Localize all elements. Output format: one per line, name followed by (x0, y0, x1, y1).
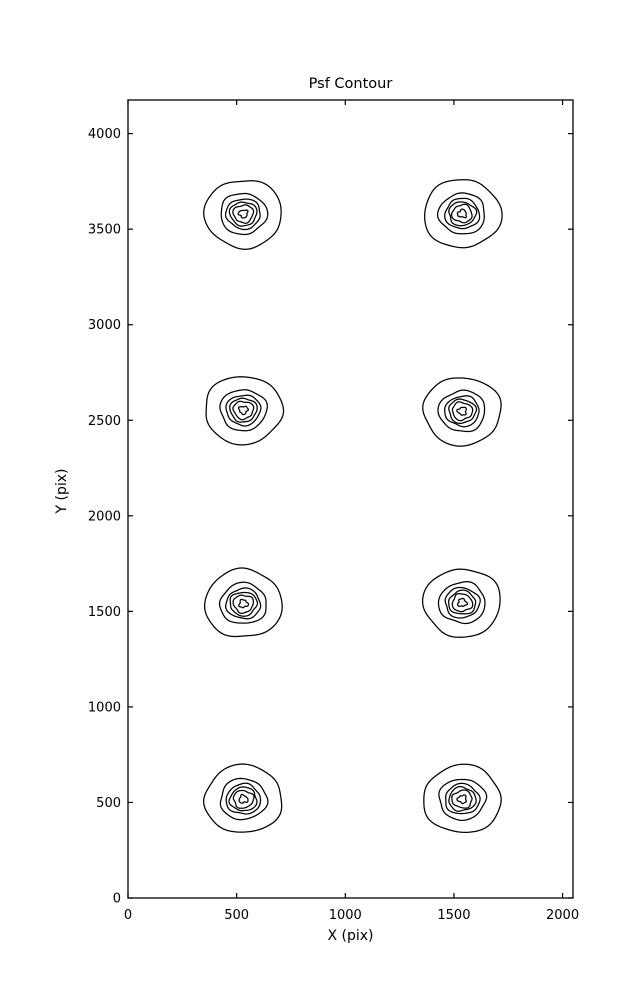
psf-contour-ring (456, 208, 467, 219)
psf-contour-ring (225, 394, 262, 427)
plot-title: Psf Contour (308, 76, 393, 92)
y-tick-label: 4000 (88, 127, 121, 142)
x-tick-label: 1000 (329, 908, 362, 923)
y-tick-label: 1000 (88, 700, 121, 715)
x-tick-label: 1500 (437, 908, 470, 923)
psf-contour-ring (237, 405, 250, 416)
psf-contour-ring (203, 567, 283, 638)
psf-contour-ring (438, 778, 488, 821)
y-tick-label: 2000 (88, 509, 121, 524)
psf-contour-ring (219, 389, 268, 432)
y-tick-label: 3500 (88, 223, 121, 238)
psf-contour-ring (229, 591, 259, 617)
psf-contour-ring (237, 209, 249, 219)
psf-contour-ring (225, 587, 262, 620)
psf-contour-ring (450, 203, 473, 224)
psf-contour-ring (203, 180, 282, 250)
psf-contour-ring (448, 589, 477, 615)
psf-contour-ring (456, 794, 467, 805)
y-axis-label: Y (pix) (54, 468, 70, 514)
psf-contour-ring (436, 192, 485, 235)
y-tick-label: 500 (96, 796, 121, 811)
psf-contour-ring (220, 192, 269, 236)
psf-contour-ring (228, 201, 258, 227)
psf-contour-ring (423, 763, 502, 833)
psf-contour-ring (224, 198, 261, 231)
psf-contour-ring (451, 592, 474, 613)
psf-contour-ring (437, 389, 486, 433)
psf-contour-ring (232, 594, 255, 614)
x-tick-label: 500 (224, 908, 249, 923)
y-tick-label: 2500 (88, 414, 121, 429)
psf-contour-ring (219, 777, 269, 821)
psf-contour-ring (448, 785, 477, 812)
psf-contour-ring (445, 782, 481, 815)
y-tick-label: 1500 (88, 605, 121, 620)
psf-contour-ring (451, 789, 473, 809)
psf-contour-ring (444, 586, 481, 619)
psf-contour-ring (238, 598, 250, 609)
psf-contour-ring (424, 179, 503, 249)
y-tick-label: 3000 (88, 318, 121, 333)
y-tick-label: 0 (113, 892, 121, 907)
psf-contour-ring (225, 782, 262, 815)
psf-contour-ring (229, 397, 258, 423)
psf-contour-ring (422, 377, 502, 447)
psf-contour-ring (228, 786, 258, 812)
psf-contour-ring (444, 395, 480, 428)
psf-contour-ring (444, 197, 481, 230)
psf-contour-ring (448, 398, 478, 425)
psf-contour-ring (203, 763, 283, 833)
psf-contour-ring (232, 400, 255, 421)
x-axis-label: X (pix) (327, 928, 374, 944)
psf-contour-ring (422, 568, 501, 638)
psf-contour-ring (232, 789, 255, 809)
psf-contour-ring (205, 376, 285, 446)
axes-frame (127, 99, 574, 899)
psf-contour-ring (238, 793, 249, 804)
psf-contour-ring (232, 204, 255, 224)
psf-contour-ring (457, 597, 469, 607)
psf-contour-ring (451, 401, 474, 422)
psf-contour-ring (448, 201, 478, 227)
psf-contour-ring (218, 581, 267, 624)
psf-contour-ring (456, 406, 467, 416)
psf-contour-ring (437, 581, 486, 625)
x-tick-label: 0 (124, 908, 132, 923)
x-tick-label: 2000 (546, 908, 579, 923)
